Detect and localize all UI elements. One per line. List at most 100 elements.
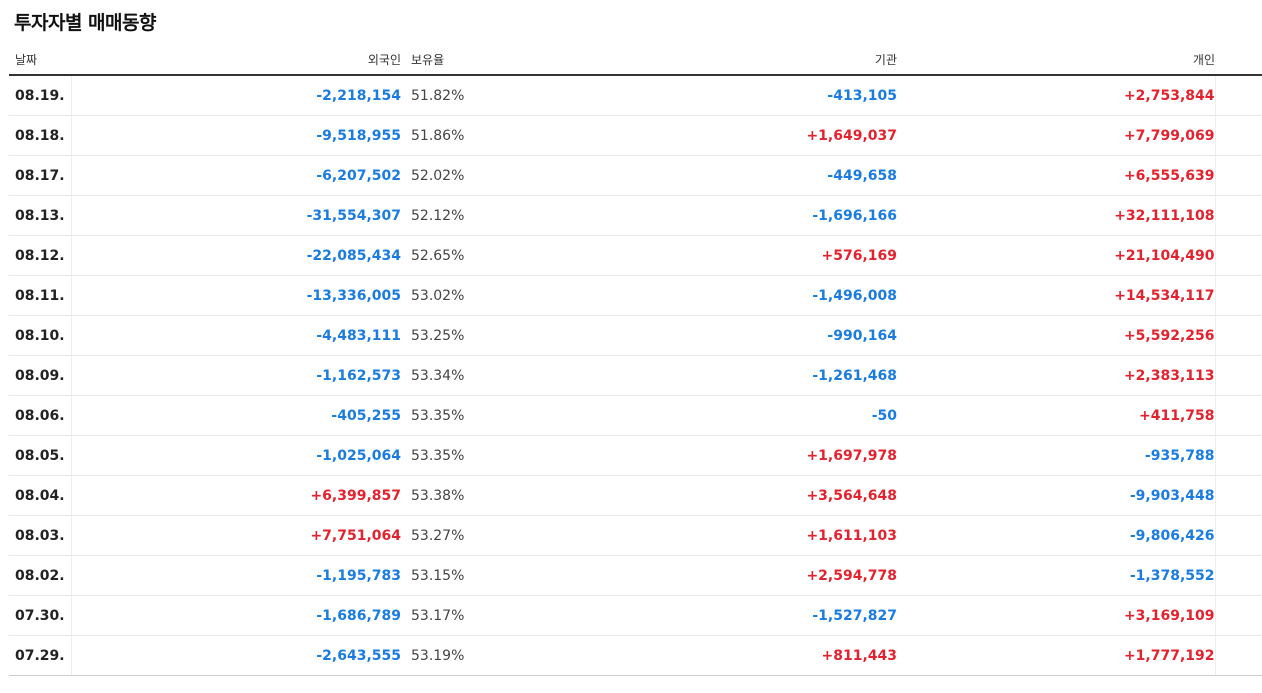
cell-spacer: [1215, 435, 1262, 476]
cell-spacer: [1215, 235, 1262, 276]
table-row: 08.09. -1,162,573 53.34% -1,261,468 +2,383,1…: [9, 355, 1262, 396]
cell-individual: +21,104,490: [897, 235, 1216, 276]
cell-ratio: 53.38%: [401, 475, 491, 516]
cell-individual: +14,534,117: [897, 275, 1216, 316]
cell-institution: -449,658: [491, 155, 897, 196]
cell-foreign: -2,218,154: [71, 75, 401, 116]
cell-date: 07.30.: [9, 595, 72, 636]
cell-individual: +7,799,069: [897, 115, 1216, 156]
cell-individual: +3,169,109: [897, 595, 1216, 636]
cell-date: 08.11.: [9, 275, 72, 316]
cell-date: 08.17.: [9, 155, 72, 196]
table-row: 08.05. -1,025,064 53.35% +1,697,978 -935,788: [9, 435, 1262, 476]
cell-foreign: -9,518,955: [71, 115, 401, 156]
cell-ratio: 53.25%: [401, 315, 491, 356]
table-row: 08.04. +6,399,857 53.38% +3,564,648 -9,903,4…: [9, 475, 1262, 516]
cell-ratio: 52.65%: [401, 235, 491, 276]
cell-foreign: -1,162,573: [71, 355, 401, 396]
cell-foreign: -13,336,005: [71, 275, 401, 316]
table-row: 08.02. -1,195,783 53.15% +2,594,778 -1,378,5…: [9, 555, 1262, 596]
cell-ratio: 53.15%: [401, 555, 491, 596]
cell-foreign: -405,255: [71, 395, 401, 436]
cell-date: 08.19.: [9, 75, 72, 116]
cell-date: 08.09.: [9, 355, 72, 396]
table-row: 08.11. -13,336,005 53.02% -1,496,008 +14,534…: [9, 275, 1262, 316]
cell-spacer: [1215, 195, 1262, 236]
cell-ratio: 51.82%: [401, 75, 491, 116]
cell-date: 08.06.: [9, 395, 72, 436]
cell-ratio: 53.35%: [401, 435, 491, 476]
cell-date: 08.04.: [9, 475, 72, 516]
cell-spacer: [1215, 115, 1262, 156]
cell-individual: -1,378,552: [897, 555, 1216, 596]
cell-ratio: 53.34%: [401, 355, 491, 396]
cell-institution: +3,564,648: [491, 475, 897, 516]
cell-foreign: -1,025,064: [71, 435, 401, 476]
cell-spacer: [1215, 155, 1262, 196]
cell-foreign: +6,399,857: [71, 475, 401, 516]
header-foreign: 외국인: [71, 44, 401, 76]
cell-institution: +576,169: [491, 235, 897, 276]
cell-institution: -413,105: [491, 75, 897, 116]
cell-institution: +1,611,103: [491, 515, 897, 556]
investor-trading-table: 날짜 외국인 보유율 기관 개인 08.19. -2,218,154 51.82% -…: [9, 44, 1262, 676]
header-spacer: [1215, 44, 1262, 76]
cell-spacer: [1215, 555, 1262, 596]
cell-institution: +811,443: [491, 635, 897, 676]
header-date: 날짜: [9, 44, 71, 76]
cell-date: 07.29.: [9, 635, 72, 676]
cell-individual: +411,758: [897, 395, 1216, 436]
cell-spacer: [1215, 275, 1262, 316]
cell-individual: -9,806,426: [897, 515, 1216, 556]
page-title: 투자자별 매매동향: [14, 12, 156, 34]
table-row: 07.29. -2,643,555 53.19% +811,443 +1,777,192: [9, 635, 1262, 676]
header-individual: 개인: [897, 44, 1215, 76]
cell-foreign: -2,643,555: [71, 635, 401, 676]
header-ratio: 보유율: [401, 44, 491, 76]
cell-spacer: [1215, 515, 1262, 556]
cell-date: 08.12.: [9, 235, 72, 276]
cell-institution: -1,696,166: [491, 195, 897, 236]
cell-date: 08.13.: [9, 195, 72, 236]
header-institution: 기관: [491, 44, 897, 76]
cell-foreign: -22,085,434: [71, 235, 401, 276]
cell-individual: +5,592,256: [897, 315, 1216, 356]
cell-institution: -1,261,468: [491, 355, 897, 396]
cell-ratio: 53.35%: [401, 395, 491, 436]
cell-institution: -1,496,008: [491, 275, 897, 316]
table-row: 08.17. -6,207,502 52.02% -449,658 +6,555,639: [9, 155, 1262, 196]
cell-spacer: [1215, 595, 1262, 636]
cell-institution: +1,697,978: [491, 435, 897, 476]
cell-foreign: -1,195,783: [71, 555, 401, 596]
cell-date: 08.05.: [9, 435, 72, 476]
cell-individual: +32,111,108: [897, 195, 1216, 236]
table-row: 08.03. +7,751,064 53.27% +1,611,103 -9,806,4…: [9, 515, 1262, 556]
cell-date: 08.10.: [9, 315, 72, 356]
cell-institution: -50: [491, 395, 897, 436]
cell-institution: +1,649,037: [491, 115, 897, 156]
cell-individual: +6,555,639: [897, 155, 1216, 196]
table-header-row: 날짜 외국인 보유율 기관 개인: [9, 44, 1262, 76]
cell-institution: -990,164: [491, 315, 897, 356]
cell-foreign: -31,554,307: [71, 195, 401, 236]
cell-ratio: 52.12%: [401, 195, 491, 236]
cell-individual: +2,383,113: [897, 355, 1216, 396]
cell-ratio: 53.17%: [401, 595, 491, 636]
cell-date: 08.02.: [9, 555, 72, 596]
table-row: 08.18. -9,518,955 51.86% +1,649,037 +7,799,0…: [9, 115, 1262, 156]
cell-ratio: 53.27%: [401, 515, 491, 556]
cell-ratio: 52.02%: [401, 155, 491, 196]
table-row: 08.19. -2,218,154 51.82% -413,105 +2,753,844: [9, 75, 1262, 116]
cell-foreign: +7,751,064: [71, 515, 401, 556]
cell-institution: +2,594,778: [491, 555, 897, 596]
cell-spacer: [1215, 395, 1262, 436]
cell-spacer: [1215, 635, 1262, 676]
cell-individual: +2,753,844: [897, 75, 1216, 116]
table-row: 08.13. -31,554,307 52.12% -1,696,166 +32,111…: [9, 195, 1262, 236]
cell-ratio: 53.19%: [401, 635, 491, 676]
table-row: 08.10. -4,483,111 53.25% -990,164 +5,592,256: [9, 315, 1262, 356]
cell-spacer: [1215, 315, 1262, 356]
cell-foreign: -6,207,502: [71, 155, 401, 196]
cell-date: 08.03.: [9, 515, 72, 556]
cell-foreign: -1,686,789: [71, 595, 401, 636]
